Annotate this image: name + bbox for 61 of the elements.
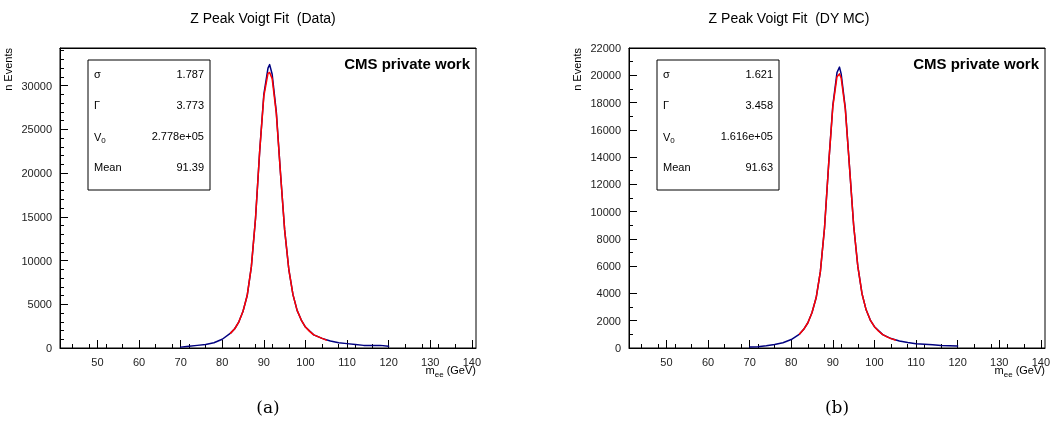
chart-title: Z Peak Voigt Fit (Data)	[190, 10, 336, 26]
x-tick-label: 90	[826, 355, 839, 368]
annotation: 91.39	[176, 160, 204, 173]
y-tick-label: 20000	[21, 167, 52, 180]
y-tick-label: 8000	[596, 232, 621, 245]
y-axis-title: n Events	[571, 48, 583, 91]
y-tick-label: 30000	[21, 79, 52, 92]
y-tick-label: 0	[45, 342, 52, 354]
y-tick-label: 25000	[21, 123, 52, 136]
x-tick-label: 120	[948, 355, 967, 368]
y-tick-label: 20000	[590, 69, 621, 82]
x-tick-label: 60	[701, 355, 715, 368]
annotation: σ	[663, 67, 670, 80]
text: (a)	[256, 396, 280, 417]
x-tick-label: 90	[257, 355, 270, 368]
annotation: Mean	[663, 160, 691, 173]
y-tick-label: 6000	[596, 260, 621, 273]
chart-title: Z Peak Voigt Fit (DY MC)	[708, 10, 870, 26]
y-tick-label: 4000	[596, 287, 621, 300]
x-tick-label: 110	[338, 355, 356, 368]
x-tick-label: 70	[174, 355, 187, 368]
x-tick-label: 70	[743, 355, 756, 368]
annotation: σ	[94, 67, 101, 80]
annotation: 1.616e+05	[720, 129, 773, 142]
y-axis-title: n Events	[2, 48, 14, 91]
y-tick-label: 12000	[590, 178, 621, 191]
annotation: 91.63	[745, 160, 773, 173]
x-tick-label: 110	[907, 355, 925, 368]
annotation: 1.621	[745, 67, 773, 80]
y-tick-label: 22000	[590, 42, 621, 54]
annotation: CMS private work	[913, 55, 1040, 72]
text: (b)	[824, 396, 850, 417]
annotation: Γ	[663, 98, 670, 111]
x-tick-label: 130	[990, 355, 1009, 368]
x-tick-label: 120	[379, 355, 398, 368]
y-tick-label: 5000	[27, 298, 52, 311]
annotation: 1.787	[176, 67, 204, 80]
x-tick-label: 60	[132, 355, 146, 368]
x-tick-label: 140	[1031, 355, 1051, 368]
annotation: 2.778e+05	[151, 129, 204, 142]
annotation: Γ	[94, 98, 101, 111]
annotation: 3.773	[176, 98, 204, 111]
x-tick-label: 130	[421, 355, 440, 368]
y-tick-label: 10000	[21, 254, 52, 267]
annotation: Mean	[94, 160, 122, 173]
x-tick-label: 100	[865, 355, 884, 368]
y-tick-label: 14000	[590, 151, 621, 164]
annotation: CMS private work	[344, 55, 471, 72]
y-tick-label: 16000	[590, 123, 621, 136]
x-tick-label: 80	[216, 355, 229, 368]
y-tick-label: 15000	[21, 210, 52, 223]
y-tick-label: 2000	[596, 314, 621, 327]
x-tick-label: 80	[785, 355, 798, 368]
x-tick-label: 140	[462, 355, 482, 368]
x-tick-label: 50	[660, 355, 673, 368]
y-tick-label: 0	[614, 342, 621, 354]
annotation: 3.458	[745, 98, 773, 111]
x-tick-label: 100	[296, 355, 315, 368]
x-tick-label: 50	[91, 355, 104, 368]
y-tick-label: 10000	[590, 205, 621, 218]
y-tick-label: 18000	[590, 96, 621, 109]
